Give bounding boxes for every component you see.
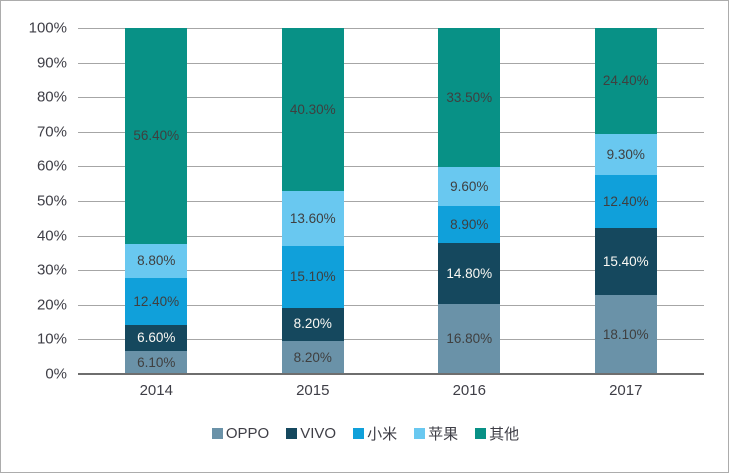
gridline — [78, 166, 704, 168]
bar-segment-苹果-2017: 9.30% — [594, 134, 657, 175]
x-axis-category-label: 2015 — [296, 382, 330, 399]
legend: OPPO VIVO 小米 苹果 其他 — [1, 423, 728, 444]
data-label: 9.60% — [450, 178, 489, 194]
data-label: 15.40% — [602, 254, 649, 270]
data-label: 33.50% — [446, 89, 493, 105]
y-axis-tick-label: 90% — [36, 54, 67, 72]
y-axis-tick-label: 80% — [36, 88, 67, 106]
bar-segment-OPPO-2017: 18.10% — [594, 295, 657, 374]
x-axis: 2014 2015 2016 2017 — [78, 382, 704, 399]
bar-segment-其他-2015: 40.30% — [281, 28, 344, 192]
bar-segment-VIVO-2017: 15.40% — [594, 228, 657, 296]
legend-label: 其他 — [489, 426, 520, 443]
gridline — [78, 28, 704, 29]
bar-segment-其他-2016: 33.50% — [438, 28, 501, 167]
gridline — [78, 235, 704, 237]
data-label: 12.40% — [602, 193, 649, 209]
legend-item-苹果: 苹果 — [414, 423, 458, 444]
bar-segment-OPPO-2015: 8.20% — [281, 340, 344, 374]
bar-segment-VIVO-2015: 8.20% — [281, 307, 344, 341]
legend-swatch — [353, 428, 365, 439]
gridline — [78, 201, 704, 202]
legend-swatch — [475, 428, 487, 439]
legend-item-其他: 其他 — [475, 423, 519, 444]
gridline — [78, 339, 704, 341]
bar-segment-其他-2017: 24.40% — [594, 28, 657, 135]
bar-segment-小米-2015: 15.10% — [281, 246, 344, 308]
bar-segment-其他-2014: 56.40% — [125, 28, 188, 245]
plot-area: 6.10% 6.60% 12.40% 8.80% 56.40% 8.20% 8.20% 15.… — [78, 28, 704, 375]
data-label: 14.80% — [446, 266, 493, 282]
legend-swatch — [286, 428, 298, 439]
y-axis-tick-label: 100% — [28, 19, 67, 37]
data-label: 12.40% — [133, 293, 180, 309]
x-axis-category-label: 2017 — [609, 382, 643, 399]
bar-segment-小米-2014: 12.40% — [125, 277, 188, 326]
data-label: 40.30% — [289, 101, 336, 117]
legend-label: OPPO — [225, 425, 270, 442]
stacked-bar-2014: 6.10% 6.60% 12.40% 8.80% 56.40% — [125, 28, 188, 374]
legend-item-OPPO: OPPO — [211, 425, 270, 442]
bar-segment-OPPO-2016: 16.80% — [438, 304, 501, 374]
y-axis-tick-label: 50% — [36, 192, 67, 210]
bar-segment-苹果-2016: 9.60% — [438, 166, 501, 207]
bar-segment-苹果-2014: 8.80% — [125, 244, 188, 278]
y-axis: 0% 10% 20% 30% 40% 50% 60% 70% 80% 90% 100% — [1, 20, 78, 383]
y-axis-tick-label: 0% — [45, 365, 67, 383]
legend-label: VIVO — [300, 425, 337, 442]
y-axis-tick-label: 10% — [36, 330, 67, 348]
bar-segment-VIVO-2014: 6.60% — [125, 325, 188, 351]
legend-item-VIVO: VIVO — [286, 425, 336, 442]
stacked-bar-2015: 8.20% 8.20% 15.10% 13.60% 40.30% — [281, 28, 344, 374]
data-label: 56.40% — [133, 128, 180, 144]
stacked-bar-2017: 18.10% 15.40% 12.40% 9.30% 24.40% — [594, 28, 657, 374]
gridline — [78, 304, 704, 306]
data-label: 24.40% — [602, 73, 649, 89]
data-label: 15.10% — [289, 269, 336, 285]
chart-area: 0% 10% 20% 30% 40% 50% 60% 70% 80% 90% 100% 6.10% 6… — [1, 20, 704, 383]
gridline — [78, 62, 704, 64]
gridline — [78, 131, 704, 133]
x-axis-category-label: 2014 — [139, 382, 173, 399]
data-label: 13.60% — [289, 211, 336, 227]
legend-item-小米: 小米 — [353, 423, 397, 444]
data-label: 8.20% — [293, 349, 332, 365]
data-label: 8.80% — [137, 253, 176, 269]
data-label: 18.10% — [602, 326, 649, 342]
data-label: 6.60% — [137, 330, 176, 346]
x-axis-line — [78, 373, 704, 375]
data-label: 8.20% — [293, 316, 332, 332]
y-axis-tick-label: 20% — [36, 296, 67, 314]
legend-label: 小米 — [367, 426, 398, 443]
y-axis-tick-label: 40% — [36, 227, 67, 245]
bar-segment-苹果-2015: 13.60% — [281, 191, 344, 247]
data-label: 16.80% — [446, 331, 493, 347]
bar-segment-小米-2016: 8.90% — [438, 206, 501, 244]
legend-swatch — [211, 428, 223, 439]
legend-swatch — [414, 428, 426, 439]
data-label: 6.10% — [137, 354, 176, 370]
y-axis-tick-label: 60% — [36, 157, 67, 175]
bar-segment-小米-2017: 12.40% — [594, 174, 657, 229]
y-axis-tick-label: 70% — [36, 123, 67, 141]
data-label: 8.90% — [450, 217, 489, 233]
y-axis-tick-label: 30% — [36, 261, 67, 279]
data-label: 9.30% — [606, 146, 645, 162]
gridline — [78, 97, 704, 99]
legend-label: 苹果 — [428, 426, 459, 443]
bar-segment-VIVO-2016: 14.80% — [438, 243, 501, 305]
x-axis-category-label: 2016 — [452, 382, 486, 399]
bar-segment-OPPO-2014: 6.10% — [125, 350, 188, 374]
gridline — [78, 270, 704, 272]
bars-container: 6.10% 6.60% 12.40% 8.80% 56.40% 8.20% 8.20% 15.… — [78, 28, 704, 374]
stacked-bar-2016: 16.80% 14.80% 8.90% 9.60% 33.50% — [438, 28, 501, 374]
